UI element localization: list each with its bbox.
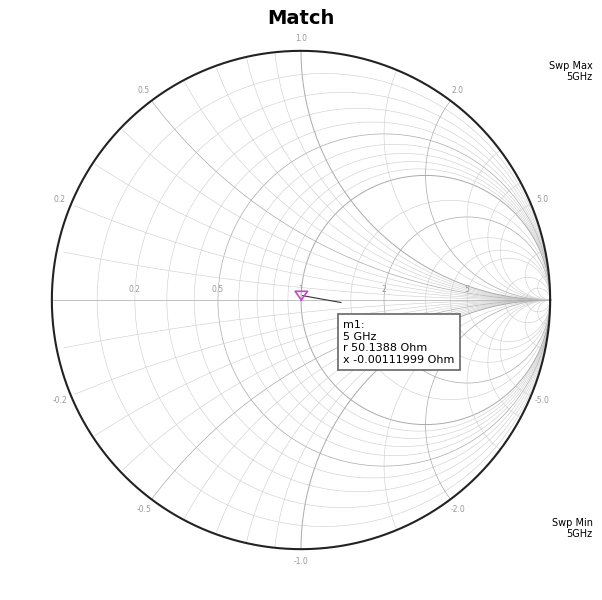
Text: m1:
5 GHz
r 50.1388 Ohm
x -0.00111999 Ohm: m1: 5 GHz r 50.1388 Ohm x -0.00111999 Oh…	[343, 320, 455, 365]
Text: Swp Min
5GHz: Swp Min 5GHz	[551, 518, 592, 539]
Text: Match: Match	[267, 9, 335, 28]
Text: -2.0: -2.0	[450, 505, 465, 514]
Text: Swp Max
5GHz: Swp Max 5GHz	[549, 61, 592, 82]
Text: 0.2: 0.2	[129, 285, 141, 294]
Text: 1: 1	[299, 285, 303, 294]
Text: 0.5: 0.5	[212, 285, 224, 294]
Text: 0.2: 0.2	[54, 195, 66, 204]
Text: 5: 5	[465, 285, 470, 294]
Text: 0.5: 0.5	[138, 86, 150, 95]
Text: 2: 2	[382, 285, 386, 294]
Text: 1.0: 1.0	[295, 34, 307, 43]
Text: -5.0: -5.0	[535, 396, 550, 405]
Text: -0.5: -0.5	[137, 505, 152, 514]
Text: -1.0: -1.0	[294, 557, 308, 566]
Text: 2.0: 2.0	[452, 86, 464, 95]
Text: 5.0: 5.0	[536, 195, 548, 204]
Text: -0.2: -0.2	[52, 396, 67, 405]
